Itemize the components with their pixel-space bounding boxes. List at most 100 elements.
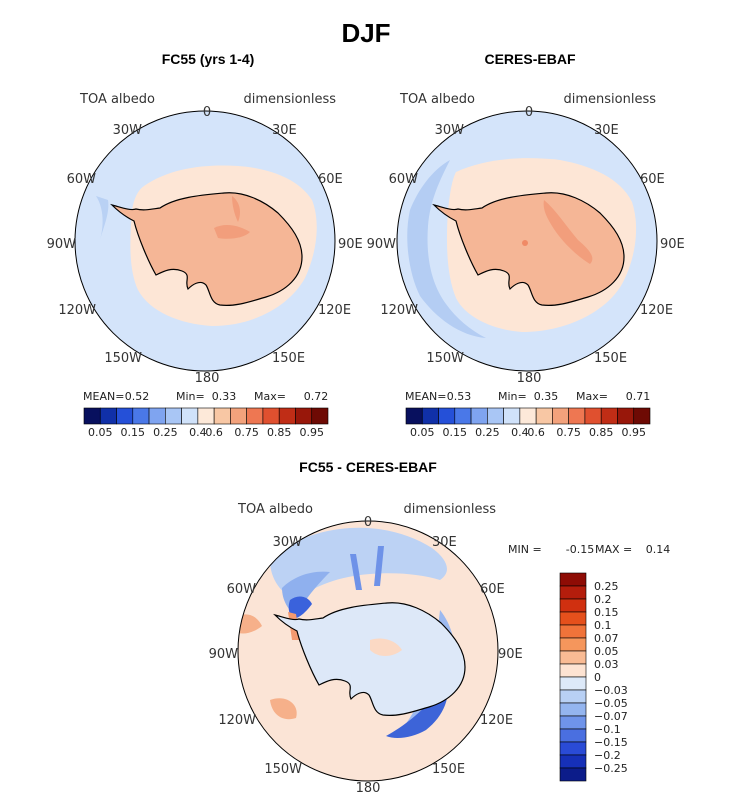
lon-label: 0 bbox=[364, 515, 372, 530]
lon-label: 90W bbox=[47, 237, 77, 252]
colorbar: 0.250.20.150.10.070.050.030−0.03−0.05−0.… bbox=[559, 572, 628, 782]
negative-bias-region bbox=[350, 554, 362, 590]
colorbar-swatch bbox=[213, 407, 231, 425]
mean-label: MEAN= bbox=[83, 390, 124, 403]
colorbar-swatch bbox=[559, 585, 587, 600]
colorbar-tick-label: 0.6 bbox=[205, 426, 223, 439]
colorbar-swatch bbox=[421, 407, 439, 425]
colorbar-tick-label: −0.05 bbox=[594, 697, 628, 710]
colorbar-tick-label: 0.2 bbox=[594, 593, 612, 606]
lon-label: 30E bbox=[594, 123, 619, 138]
lon-label: 120E bbox=[640, 303, 673, 318]
colorbar-swatch bbox=[311, 407, 329, 425]
colorbar-swatch bbox=[99, 407, 117, 425]
map-boundary bbox=[396, 110, 658, 372]
colorbar-swatch bbox=[438, 407, 456, 425]
lon-label: 30E bbox=[272, 123, 297, 138]
colorbar-tick-label: 0.6 bbox=[527, 426, 545, 439]
colorbar-swatch bbox=[181, 407, 199, 425]
lon-label: 120W bbox=[380, 303, 418, 318]
colorbar-swatch bbox=[559, 650, 587, 665]
field-label: TOA albedo bbox=[79, 92, 155, 107]
min-label: MIN = bbox=[508, 543, 542, 556]
positive-bias-region bbox=[370, 638, 402, 656]
longitude-labels: 0 30E 60E 90E 120E 150E 180 150W 120W 90… bbox=[209, 515, 523, 796]
colorbar-tick-label: 0.1 bbox=[594, 619, 612, 632]
colorbar-swatch bbox=[454, 407, 472, 425]
mean-value: 0.53 bbox=[447, 390, 472, 403]
colorbar-swatch bbox=[148, 407, 166, 425]
colorbar-tick-label: 0.15 bbox=[594, 606, 619, 619]
colorbar-tick-label: 0.15 bbox=[121, 426, 146, 439]
colorbar-tick-label: 0.25 bbox=[475, 426, 500, 439]
panel-title: FC55 (yrs 1-4) bbox=[162, 51, 255, 67]
colorbar-tick-label: 0.05 bbox=[88, 426, 113, 439]
max-label: MAX = bbox=[595, 543, 632, 556]
max-value: 0.72 bbox=[304, 390, 329, 403]
plateau-patch bbox=[522, 240, 528, 246]
antarctica bbox=[110, 192, 303, 306]
lon-label: 30W bbox=[113, 123, 143, 138]
lon-label: 150E bbox=[594, 351, 627, 366]
colorbar: 0.05 0.15 0.25 0.40.6 0.75 0.85 0.95 bbox=[405, 407, 651, 439]
colorbar-swatch bbox=[278, 407, 296, 425]
colorbar-swatch bbox=[559, 676, 587, 691]
colorbar-swatch bbox=[559, 689, 587, 704]
stats-line: MIN = -0.15 MAX = 0.14 bbox=[508, 543, 670, 556]
lon-label: 120W bbox=[218, 713, 256, 728]
colorbar-tick-label: 0.75 bbox=[234, 426, 259, 439]
colorbar-tick-label: 0.4 bbox=[511, 426, 529, 439]
colorbar-swatch bbox=[559, 728, 587, 743]
colorbar-swatch bbox=[230, 407, 247, 425]
colorbar-tick-label: 0.4 bbox=[189, 426, 207, 439]
max-value: 0.71 bbox=[626, 390, 651, 403]
min-value: 0.35 bbox=[534, 390, 559, 403]
lon-label: 180 bbox=[195, 371, 220, 386]
lon-label: 120W bbox=[58, 303, 96, 318]
polar-map bbox=[74, 110, 336, 372]
colorbar-swatch bbox=[559, 702, 587, 717]
colorbar-tick-label: −0.15 bbox=[594, 736, 628, 749]
colorbar-swatch bbox=[559, 624, 587, 639]
units-label: dimensionless bbox=[564, 92, 657, 107]
colorbar-swatch bbox=[262, 407, 280, 425]
colorbar-swatch bbox=[559, 598, 587, 613]
min-value: -0.15 bbox=[566, 543, 594, 556]
colorbar-tick-label: −0.1 bbox=[594, 723, 621, 736]
colorbar-swatch bbox=[552, 407, 569, 425]
max-value: 0.14 bbox=[646, 543, 671, 556]
lon-label: 30W bbox=[273, 535, 303, 550]
stats-line: MEAN= 0.52 Min= 0.33 Max= 0.72 bbox=[83, 390, 328, 403]
longitude-labels: 0 30E 60E 90E 120E 150E 180 150W 120W 90… bbox=[367, 105, 685, 386]
colorbar-swatch bbox=[405, 407, 423, 425]
mean-value: 0.52 bbox=[125, 390, 150, 403]
plateau-patch bbox=[232, 196, 240, 222]
colorbar-swatch bbox=[487, 407, 504, 425]
colorbar-tick-label: −0.2 bbox=[594, 749, 621, 762]
colorbar-tick-label: −0.07 bbox=[594, 710, 628, 723]
lon-label: 30W bbox=[435, 123, 465, 138]
min-label: Min= bbox=[498, 390, 527, 403]
map-boundary bbox=[237, 520, 499, 782]
mean-label: MEAN= bbox=[405, 390, 446, 403]
colorbar-swatch bbox=[559, 663, 587, 678]
max-label: Max= bbox=[254, 390, 286, 403]
lon-label: 90E bbox=[498, 647, 523, 662]
figure-title: DJF bbox=[341, 18, 390, 48]
lon-label: 120E bbox=[318, 303, 351, 318]
colorbar-swatch bbox=[83, 407, 101, 425]
colorbar-tick-label: 0.25 bbox=[594, 580, 619, 593]
stats-line: MEAN= 0.53 Min= 0.35 Max= 0.71 bbox=[405, 390, 650, 403]
panel-title: CERES-EBAF bbox=[484, 51, 575, 67]
colorbar-swatch bbox=[116, 407, 134, 425]
colorbar-swatch bbox=[246, 407, 264, 425]
colorbar: 0.05 0.15 0.25 0.40.6 0.75 0.85 0.95 bbox=[83, 407, 329, 439]
colorbar-tick-label: 0.85 bbox=[267, 426, 292, 439]
colorbar-tick-label: 0.07 bbox=[594, 632, 619, 645]
lon-label: 150E bbox=[432, 762, 465, 777]
lon-label: 180 bbox=[517, 371, 542, 386]
colorbar-swatch bbox=[559, 572, 587, 587]
colorbar-swatch bbox=[503, 407, 521, 425]
colorbar-swatch bbox=[559, 741, 587, 756]
max-label: Max= bbox=[576, 390, 608, 403]
